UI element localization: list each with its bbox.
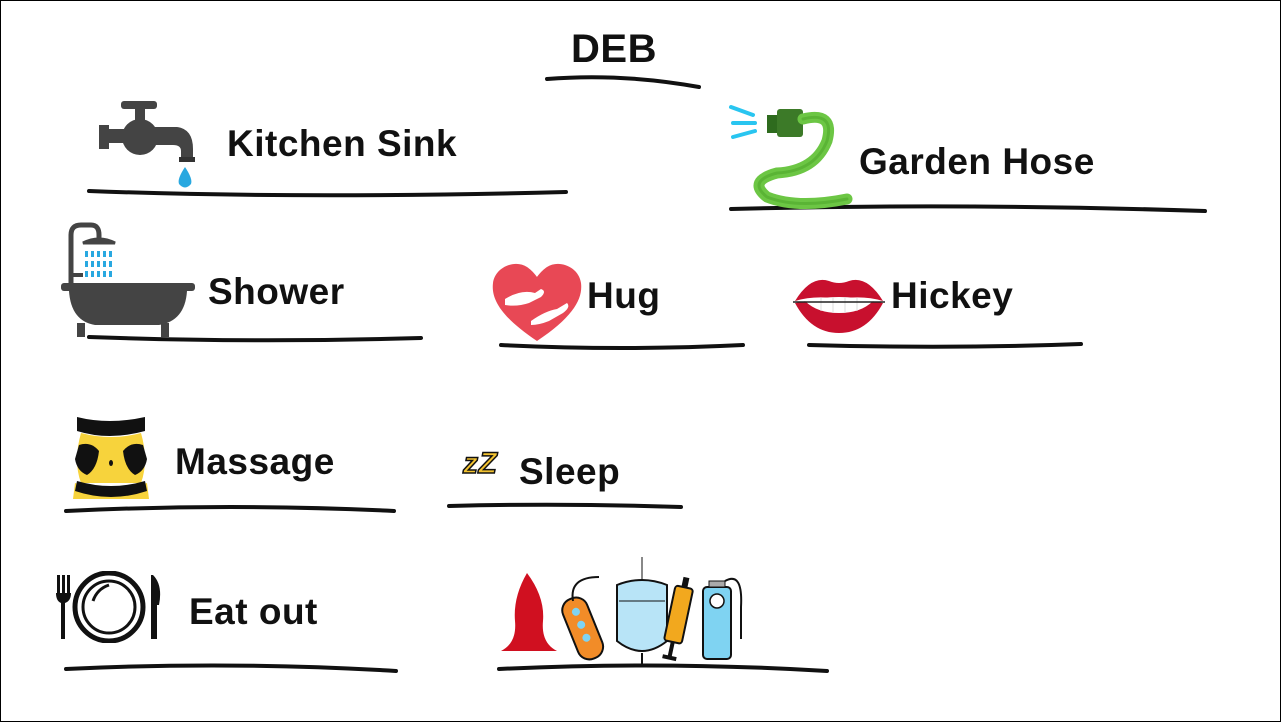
eat-out-label: Eat out	[189, 591, 318, 632]
bathtub-shower-icon	[61, 222, 195, 337]
massage-underline	[64, 505, 396, 513]
hug-underline	[499, 343, 745, 350]
plate-fork-knife-icon	[56, 571, 161, 643]
garden-hose-icon	[729, 105, 853, 209]
hickey-underline	[807, 342, 1083, 349]
iv-bag-icon	[616, 557, 668, 667]
massage-label: Massage	[175, 441, 335, 482]
sleep-zz-icon: zZ	[462, 446, 498, 481]
eat-out-underline	[64, 663, 398, 673]
hug-label: Hug	[587, 275, 661, 316]
massage-icon	[73, 417, 149, 499]
garden-hose-label: Garden Hose	[859, 141, 1095, 182]
syringe-icon	[662, 576, 694, 662]
pump-icon	[702, 577, 743, 660]
lips-icon	[793, 279, 885, 333]
plug-icon	[501, 573, 557, 651]
vibrator-icon	[561, 596, 605, 661]
page-title: DEB	[571, 27, 657, 71]
supplies-icons	[501, 557, 743, 667]
hickey-label: Hickey	[891, 275, 1014, 316]
heart-hug-icon	[492, 263, 582, 341]
sleep-underline	[447, 502, 683, 509]
shower-label: Shower	[208, 271, 345, 312]
kitchen-sink-label: Kitchen Sink	[227, 123, 458, 164]
faucet-icon	[99, 101, 195, 188]
sleep-label: Sleep	[519, 451, 621, 492]
title-underline	[545, 75, 701, 89]
